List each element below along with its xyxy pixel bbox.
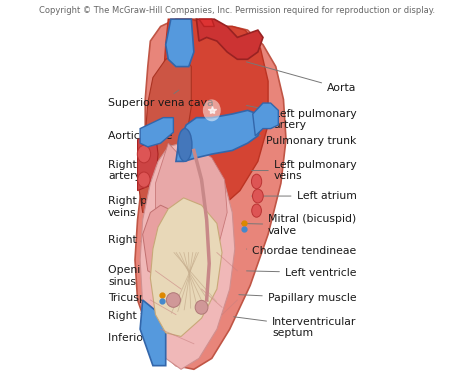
Ellipse shape — [166, 293, 181, 307]
Ellipse shape — [138, 172, 150, 187]
Text: Aorta: Aorta — [246, 62, 356, 94]
Polygon shape — [140, 300, 166, 365]
Text: Tricuspid valve: Tricuspid valve — [108, 293, 189, 303]
Polygon shape — [155, 143, 227, 263]
Polygon shape — [140, 118, 173, 147]
Polygon shape — [161, 19, 268, 213]
Ellipse shape — [178, 128, 192, 161]
Text: Left ventricle: Left ventricle — [246, 268, 356, 278]
Polygon shape — [140, 143, 235, 369]
Polygon shape — [135, 19, 286, 369]
Text: Papillary muscle: Papillary muscle — [239, 293, 356, 303]
Polygon shape — [253, 103, 278, 136]
Text: Inferior vena cava: Inferior vena cava — [108, 333, 207, 343]
Polygon shape — [137, 132, 158, 191]
Text: Aortic valve: Aortic valve — [108, 131, 173, 146]
Text: Opening of coronary
sinus: Opening of coronary sinus — [108, 265, 220, 287]
Ellipse shape — [203, 99, 221, 121]
Polygon shape — [150, 198, 222, 336]
Polygon shape — [143, 205, 181, 278]
Text: Left pulmonary
artery: Left pulmonary artery — [246, 106, 356, 130]
Text: Chordae tendineae: Chordae tendineae — [246, 246, 356, 256]
Text: Right ventricle: Right ventricle — [108, 312, 188, 321]
Polygon shape — [196, 19, 263, 59]
Text: Pulmonary trunk: Pulmonary trunk — [246, 134, 356, 146]
Ellipse shape — [137, 146, 151, 163]
Text: Left pulmonary
veins: Left pulmonary veins — [252, 160, 356, 181]
Text: Left atrium: Left atrium — [252, 191, 356, 201]
Polygon shape — [166, 19, 194, 67]
Text: Superior vena cava: Superior vena cava — [108, 90, 214, 108]
Polygon shape — [199, 19, 214, 26]
Ellipse shape — [251, 174, 262, 189]
Ellipse shape — [252, 204, 262, 217]
Ellipse shape — [253, 189, 263, 203]
Text: Right atrium: Right atrium — [108, 235, 176, 245]
Text: Interventricular
septum: Interventricular septum — [234, 317, 356, 338]
Ellipse shape — [195, 300, 208, 314]
Polygon shape — [176, 110, 263, 161]
Text: Right pulmonary
veins: Right pulmonary veins — [108, 196, 199, 218]
Polygon shape — [137, 52, 191, 213]
Text: Right pulmonary
artery: Right pulmonary artery — [108, 160, 199, 181]
Text: Copyright © The McGraw-Hill Companies, Inc. Permission required for reproduction: Copyright © The McGraw-Hill Companies, I… — [39, 6, 435, 15]
Text: Mitral (bicuspid)
valve: Mitral (bicuspid) valve — [241, 215, 356, 236]
